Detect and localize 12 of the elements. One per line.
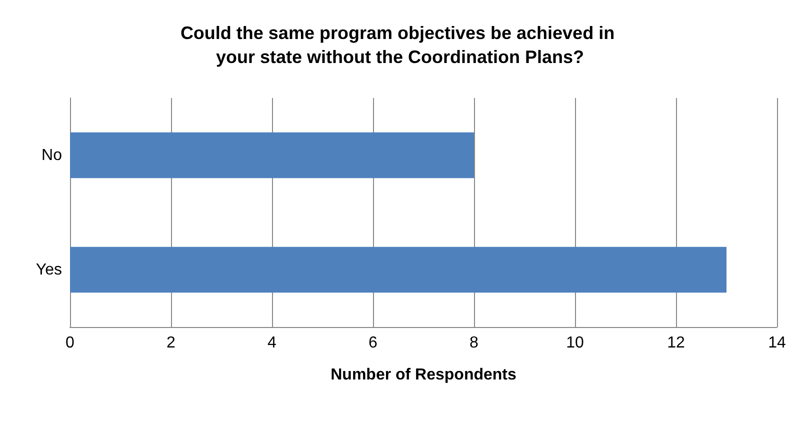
x-tick-label: 0: [66, 334, 75, 352]
x-axis-title: Number of Respondents: [330, 366, 516, 384]
x-tick-label: 2: [166, 334, 176, 352]
x-tick-label: 8: [470, 334, 479, 352]
x-tick-label: 4: [268, 334, 277, 352]
y-tick-label: Yes: [36, 261, 62, 278]
chart-title: Could the same program objectives be achieved in your state without the Coordination Plans?: [180, 23, 620, 67]
y-tick-label: No: [42, 146, 62, 164]
x-tick-label: 14: [768, 334, 786, 352]
x-tick-label: 10: [566, 334, 584, 352]
x-tick-label: 12: [667, 334, 685, 352]
x-tick-label: 6: [368, 334, 378, 352]
